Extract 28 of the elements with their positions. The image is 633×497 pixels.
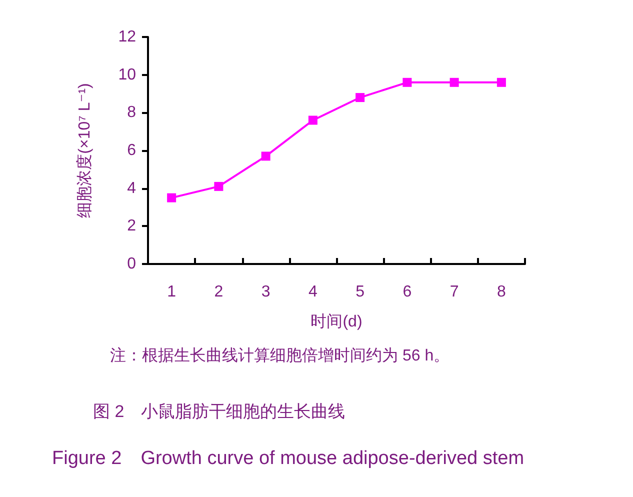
x-tick-label: 7 bbox=[450, 284, 459, 300]
point bbox=[356, 93, 365, 102]
x-axis-title: 时间(d) bbox=[310, 312, 362, 330]
point bbox=[496, 78, 506, 87]
y-tick-label: 8 bbox=[127, 104, 136, 122]
text: 图 2 小鼠脂肪干细胞的生长曲线 bbox=[93, 402, 346, 421]
y-tick-label: 6 bbox=[127, 142, 136, 159]
y-tick-label: 2 bbox=[127, 218, 136, 235]
y-tick-label: 4 bbox=[127, 180, 136, 197]
text: Figure 2 Growth curve of mouse adipose-derived stem bbox=[52, 448, 524, 469]
point bbox=[308, 116, 318, 125]
x-tick-label: 5 bbox=[356, 284, 365, 300]
x-tick-label: 4 bbox=[308, 284, 318, 300]
y-tick-label: 0 bbox=[127, 256, 136, 272]
text: 注：根据生长曲线计算细胞倍增时间约为 56 h。 bbox=[110, 346, 450, 364]
point bbox=[261, 152, 270, 161]
point bbox=[450, 78, 459, 87]
x-tick-label: 2 bbox=[214, 284, 224, 300]
x-tick-label: 1 bbox=[167, 284, 176, 300]
x-tick-label: 8 bbox=[496, 284, 506, 300]
y-tick-label: 12 bbox=[118, 28, 136, 46]
point bbox=[167, 193, 176, 202]
y-axis-title: 细胞浓度(×10⁷ L⁻¹) bbox=[76, 83, 94, 218]
y-tick-label: 10 bbox=[118, 66, 136, 84]
x-tick-label: 3 bbox=[261, 284, 270, 300]
point bbox=[214, 182, 224, 191]
point bbox=[402, 78, 412, 87]
x-tick-label: 6 bbox=[402, 284, 412, 300]
